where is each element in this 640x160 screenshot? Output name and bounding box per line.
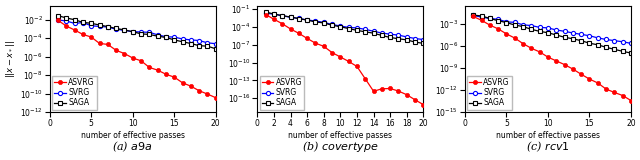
Text: (a) $a9a$: (a) $a9a$ bbox=[113, 139, 153, 154]
Legend: ASVRG, SVRG, SAGA: ASVRG, SVRG, SAGA bbox=[260, 76, 305, 110]
Text: (b) $covertype$: (b) $covertype$ bbox=[302, 139, 379, 154]
Text: (c) $rcv1$: (c) $rcv1$ bbox=[526, 139, 570, 154]
X-axis label: number of effective passes: number of effective passes bbox=[496, 131, 600, 140]
X-axis label: number of effective passes: number of effective passes bbox=[289, 131, 392, 140]
Legend: ASVRG, SVRG, SAGA: ASVRG, SVRG, SAGA bbox=[467, 76, 512, 110]
Y-axis label: $||x-x_*||$: $||x-x_*||$ bbox=[4, 40, 17, 78]
X-axis label: number of effective passes: number of effective passes bbox=[81, 131, 185, 140]
Legend: ASVRG, SVRG, SAGA: ASVRG, SVRG, SAGA bbox=[52, 76, 97, 110]
